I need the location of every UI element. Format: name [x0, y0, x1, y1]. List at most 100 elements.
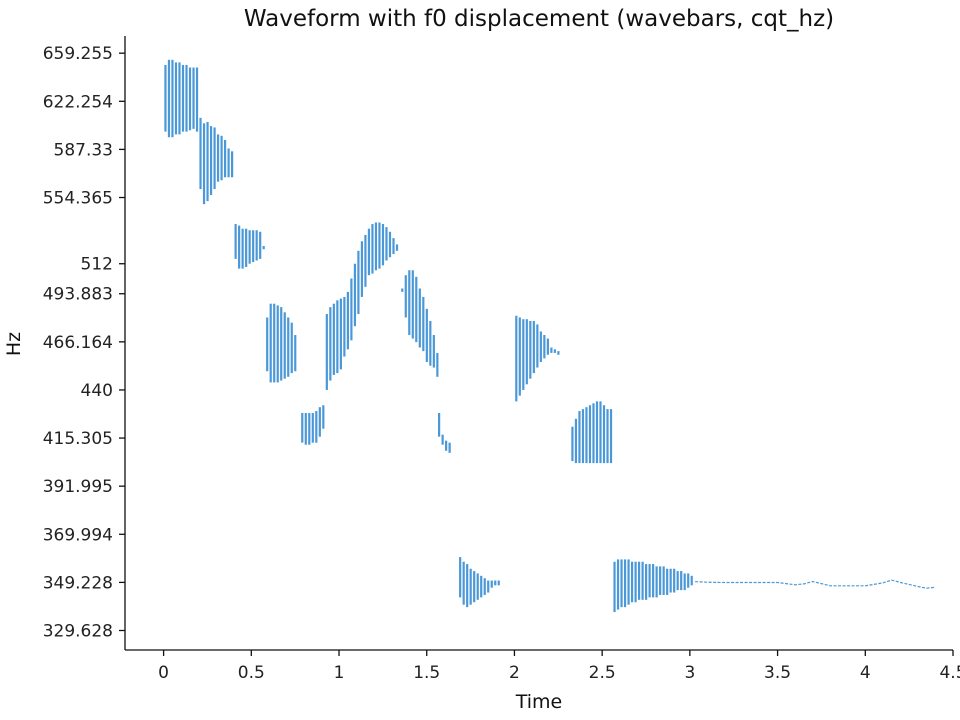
wave-bar	[641, 561, 644, 600]
wave-bar	[392, 238, 395, 255]
segment-7	[438, 412, 451, 453]
wave-bar	[329, 307, 332, 381]
wave-bar	[371, 224, 374, 274]
wave-bar	[683, 573, 686, 591]
wave-bar	[259, 231, 262, 259]
wave-bar	[404, 275, 407, 318]
x-tick-label: 0.5	[238, 663, 265, 683]
y-tick-label: 587.33	[54, 140, 113, 160]
wave-bar	[522, 319, 525, 390]
x-axis-label: Time	[515, 691, 563, 713]
wave-bar	[637, 561, 641, 600]
wave-bar	[283, 312, 286, 379]
wave-bar	[441, 434, 444, 445]
y-tick-label: 349.228	[43, 573, 113, 593]
wave-bar	[616, 559, 620, 610]
wave-bar	[515, 315, 518, 402]
wave-bar	[231, 151, 234, 178]
wave-bar	[588, 405, 592, 464]
wave-bar	[408, 270, 411, 336]
wave-bar	[234, 224, 237, 259]
wave-bar	[673, 568, 676, 593]
wave-bar	[304, 412, 307, 445]
wave-bar	[167, 59, 171, 138]
f0-trace-line	[695, 579, 936, 589]
wave-bar	[346, 291, 349, 350]
x-tick-label: 2.5	[589, 663, 616, 683]
wave-bar	[360, 241, 364, 297]
wave-bar	[532, 320, 535, 374]
y-tick-label: 391.995	[43, 477, 113, 497]
segment-2	[234, 224, 265, 269]
wave-bar	[662, 566, 665, 595]
x-tick-label: 4	[860, 663, 871, 683]
wave-bar	[294, 335, 297, 372]
y-tick-label: 440	[81, 381, 113, 401]
wave-bar	[248, 230, 251, 264]
wave-bar	[364, 234, 367, 287]
wave-bar	[448, 442, 451, 453]
wave-bar	[676, 571, 679, 591]
wave-bar	[381, 224, 385, 266]
wave-bar	[339, 298, 342, 370]
wave-bar	[571, 426, 574, 462]
y-tick-label: 659.255	[43, 44, 113, 64]
wave-bar	[290, 322, 293, 374]
wave-bar	[199, 117, 202, 190]
wave-bar	[602, 405, 606, 464]
segment-10	[571, 401, 613, 464]
wave-bar	[262, 246, 265, 250]
x-axis-ticks: 0 0.5 1 1.5 2 2.5 3 3.5 4 4.5	[158, 650, 960, 683]
wave-bar	[473, 571, 476, 603]
wave-bar	[436, 352, 439, 377]
wave-bar	[525, 319, 528, 385]
wave-bar	[469, 568, 472, 605]
wave-bar	[429, 320, 432, 366]
wave-bar	[185, 64, 188, 132]
wave-bar	[645, 564, 648, 600]
wave-bar	[690, 575, 693, 586]
y-tick-label: 415.305	[43, 429, 113, 449]
y-axis-label: Hz	[3, 332, 25, 356]
wave-bar	[669, 568, 672, 593]
wave-bar	[553, 349, 556, 353]
x-tick-label: 4.5	[939, 663, 960, 683]
wave-bar	[476, 573, 479, 600]
wave-bar	[609, 409, 613, 464]
wave-bar	[343, 296, 346, 357]
wave-bar	[648, 564, 651, 598]
wave-bar	[213, 127, 216, 190]
wave-bar	[592, 403, 595, 464]
wave-bar	[178, 62, 181, 135]
f0-trace-group	[695, 579, 936, 589]
wave-bar	[280, 307, 283, 381]
wave-bar	[241, 228, 244, 269]
wave-bar	[385, 227, 388, 261]
wave-bar	[529, 320, 532, 379]
wave-bar	[550, 347, 553, 353]
wave-bar	[350, 278, 353, 341]
x-tick-label: 1.5	[413, 663, 440, 683]
y-tick-label: 554.365	[43, 189, 113, 209]
wave-bar	[220, 135, 223, 181]
wave-bar	[539, 331, 542, 363]
wave-bar	[634, 561, 637, 603]
segment-8	[459, 557, 500, 608]
wave-bar	[318, 407, 321, 437]
wave-bar	[613, 561, 616, 613]
wave-bar	[630, 561, 634, 603]
wave-bar	[308, 412, 311, 445]
wave-bar	[483, 578, 486, 595]
wave-bar	[659, 566, 662, 595]
wave-bar	[466, 564, 469, 608]
wave-bar	[687, 573, 690, 588]
x-tick-label: 1	[334, 663, 345, 683]
wave-bar	[445, 440, 448, 451]
wave-bar	[655, 566, 658, 598]
wave-bar	[462, 561, 465, 605]
wave-bar	[595, 401, 599, 464]
wave-bar	[192, 67, 195, 129]
wave-bar	[623, 559, 627, 608]
wave-bar	[497, 580, 500, 586]
wave-bar	[546, 338, 549, 355]
